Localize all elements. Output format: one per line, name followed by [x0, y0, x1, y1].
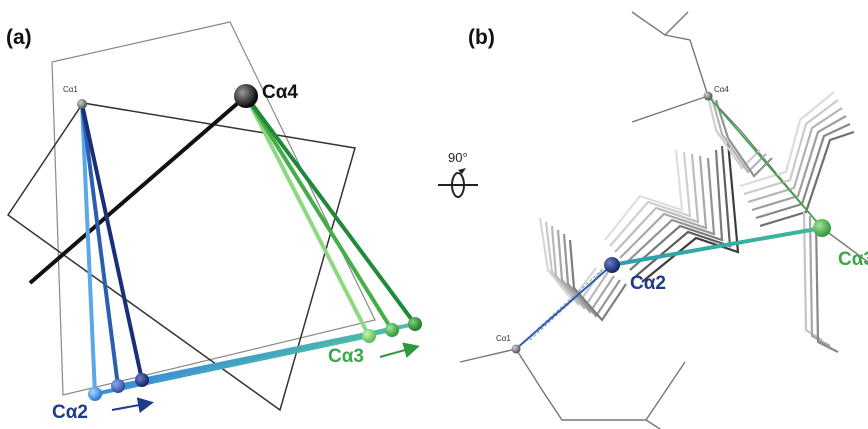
- rotation-indicator: 90°: [438, 150, 478, 198]
- bonds-ca1-ca2: [80, 103, 144, 395]
- bond-ca4-black: [28, 94, 248, 285]
- atom-b-ca3: [813, 219, 831, 237]
- rotation-label: 90°: [448, 150, 468, 165]
- label-ca2-b: Cα2: [630, 273, 666, 294]
- arrow-green-icon: [379, 342, 420, 358]
- panel-b-label: (b): [468, 26, 495, 49]
- bond-b-ca2-ca3: [611, 226, 823, 267]
- bonds-ca4-ca3: [244, 94, 417, 337]
- label-ca4-a: Cα4: [262, 82, 298, 103]
- label-ca1-a: Cα1: [63, 85, 78, 94]
- atom-ca3-c: [408, 317, 422, 331]
- backbone-lines: [459, 11, 868, 429]
- bond-b-ca1-ca2: [515, 264, 613, 350]
- atom-b-ca2: [604, 257, 620, 273]
- rotation-arrow-icon: [438, 168, 478, 198]
- atom-ca2-b: [111, 379, 125, 393]
- label-ca3-b: Cα3: [838, 249, 868, 270]
- sidechain-bundle-right: [739, 91, 855, 353]
- atom-ca3-b: [385, 323, 399, 337]
- atom-ca1: [77, 99, 87, 109]
- plane-dark: [6, 102, 356, 412]
- plane-gray: [51, 21, 376, 396]
- atom-b-ca4: [703, 91, 713, 101]
- bond-b-ca4-ca3: [707, 95, 823, 229]
- panel-b: (b): [459, 11, 868, 429]
- panel-a: (a): [6, 21, 422, 423]
- sidechain-bundle-top: [706, 95, 773, 178]
- atom-ca4: [234, 84, 258, 108]
- label-ca4-b: Cα4: [714, 85, 729, 94]
- label-ca1-b: Cα1: [496, 334, 511, 343]
- atom-b-ca1: [511, 344, 521, 354]
- label-ca3-a: Cα3: [328, 346, 364, 367]
- dashed-lines: [515, 267, 605, 350]
- panel-a-label: (a): [6, 26, 32, 49]
- atom-ca3-a: [362, 329, 376, 343]
- atom-ca2-a: [88, 387, 102, 401]
- arrow-blue-icon: [111, 397, 154, 414]
- atom-ca2-c: [135, 373, 149, 387]
- label-ca2-a: Cα2: [52, 402, 88, 423]
